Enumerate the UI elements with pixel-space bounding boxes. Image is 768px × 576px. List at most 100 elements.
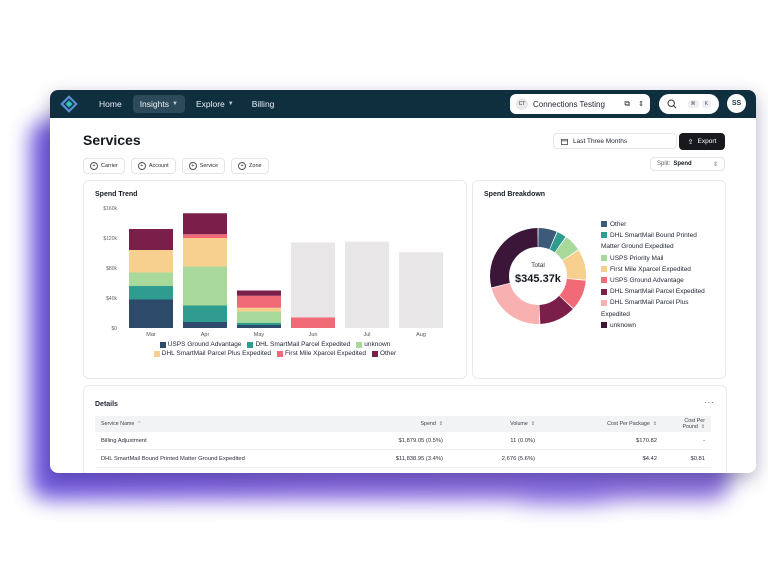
bar-segment-apr[interactable] — [183, 234, 227, 238]
bar-segment-mar[interactable] — [129, 286, 173, 300]
more-options-icon[interactable]: ··· — [704, 398, 715, 407]
column-header-cost-per-package[interactable]: Cost Per Package ⇕ — [541, 416, 663, 432]
nav-item-insights[interactable]: Insights ▼ — [132, 95, 185, 113]
y-tick-label: $120k — [103, 236, 117, 242]
bar-segment-apr[interactable] — [183, 305, 227, 323]
legend-item[interactable]: USPS Ground Advantage — [601, 275, 711, 286]
bar-segment-apr[interactable] — [183, 322, 227, 328]
bar-segment-may[interactable] — [237, 325, 281, 328]
connection-switcher[interactable]: CT Connections Testing ⧉ ⇕ — [510, 94, 650, 114]
legend-label: Other — [379, 350, 397, 357]
legend-label: DHL SmartMail Parcel Expedited — [610, 288, 705, 296]
column-header-volume[interactable]: Volume ⇕ — [449, 416, 541, 432]
export-button[interactable]: ⇪ Export — [679, 133, 725, 150]
x-tick-label: May — [254, 332, 265, 338]
chevron-down-icon: ▼ — [171, 101, 178, 107]
details-title: Details — [95, 401, 118, 408]
donut-slice[interactable] — [562, 250, 586, 280]
bar-segment-jul[interactable] — [345, 241, 389, 328]
legend-item[interactable]: DHL SmartMail Bound Printed Matter Groun… — [601, 230, 711, 252]
y-tick-label: $160k — [103, 206, 117, 212]
column-header-cost-per-pound[interactable]: Cost Per Pound ⇕ — [663, 416, 711, 432]
nav-item-billing[interactable]: Billing — [245, 95, 282, 113]
donut-slice[interactable] — [490, 228, 538, 288]
bar-segment-may[interactable] — [237, 290, 281, 296]
background-glow-accent — [520, 470, 610, 500]
table-cell: $11,838.95 (3.4%) — [337, 449, 449, 468]
filter-service-button[interactable]: + Service — [181, 158, 226, 174]
plus-circle-icon: + — [188, 162, 197, 170]
legend-item[interactable]: DHL SmartMail Parcel Expedited — [247, 341, 350, 348]
legend-item[interactable]: DHL SmartMail Parcel Plus Expedited — [153, 350, 271, 357]
bar-segment-apr[interactable] — [183, 213, 227, 235]
bar-segment-aug[interactable] — [399, 252, 443, 328]
bar-segment-may[interactable] — [237, 311, 281, 323]
spend-breakdown-donut: Total $345.37k — [490, 228, 586, 324]
table-row[interactable]: DHL SmartMail Bound Printed Matter Groun… — [95, 449, 711, 468]
bar-segment-jun[interactable] — [291, 317, 335, 329]
donut-slice[interactable] — [491, 283, 540, 324]
donut-total-label: Total — [531, 262, 545, 269]
nav-item-label: Explore — [195, 99, 225, 109]
legend-label: USPS Ground Advantage — [167, 341, 242, 348]
column-header-service-name[interactable]: Service Name ⌃ — [95, 416, 337, 432]
legend-item[interactable]: First Mile Xparcel Expedited — [601, 264, 711, 275]
donut-slice[interactable] — [555, 237, 579, 261]
donut-total-value: $345.37k — [515, 273, 562, 285]
bar-segment-mar[interactable] — [129, 250, 173, 273]
split-select[interactable]: Split: Spend ⇕ — [650, 157, 725, 171]
legend-item[interactable]: unknown — [601, 320, 711, 331]
nav-item-label: Insights — [139, 99, 169, 109]
bar-segment-mar[interactable] — [129, 272, 173, 287]
table-cell: Billing Adjustment — [95, 432, 337, 450]
donut-slice[interactable] — [539, 295, 573, 324]
table-row[interactable]: Billing Adjustment $1,879.05 (0.5%) 11 (0.… — [95, 432, 711, 450]
nav-item-label: Billing — [251, 99, 275, 109]
page-title: Services — [83, 132, 141, 148]
spend-trend-legend: USPS Ground Advantage DHL SmartMail Parce… — [94, 341, 456, 359]
legend-item[interactable]: USPS Priority Mail — [601, 253, 711, 264]
app-logo-icon[interactable] — [60, 95, 78, 113]
legend-item[interactable]: Other — [371, 350, 397, 357]
bar-segment-jun[interactable] — [291, 242, 335, 318]
top-navigation-bar: Home Insights ▼ Explore ▼ Billing CT Connecti… — [50, 90, 756, 118]
bar-segment-mar[interactable] — [129, 229, 173, 250]
nav-item-home[interactable]: Home — [92, 95, 129, 113]
plus-circle-icon: + — [137, 162, 146, 170]
user-avatar[interactable]: SS — [727, 94, 746, 113]
legend-swatch — [277, 350, 284, 357]
legend-item[interactable]: USPS Ground Advantage — [159, 341, 242, 348]
donut-slice[interactable] — [549, 232, 566, 253]
date-range-picker[interactable]: Last Three Months — [553, 133, 677, 149]
spend-breakdown-card: Spend Breakdown Total $345.37k Other DHL … — [472, 180, 726, 379]
donut-slice[interactable] — [538, 228, 557, 250]
bar-segment-apr[interactable] — [183, 266, 227, 306]
table-cell: - — [663, 432, 711, 450]
y-tick-label: $40k — [106, 296, 117, 302]
legend-item[interactable]: DHL SmartMail Parcel Plus Expedited — [601, 297, 711, 319]
search-button[interactable]: ⌘ K — [659, 94, 719, 114]
bar-segment-may[interactable] — [237, 322, 281, 325]
bar-segment-may[interactable] — [237, 307, 281, 312]
spend-trend-chart: $0 $40k $80k $120k $160k Mar Apr May Jun Jul Aug — [103, 206, 443, 338]
donut-slice[interactable] — [559, 278, 586, 309]
filter-zone-button[interactable]: + Zone — [231, 158, 269, 174]
copy-icon[interactable]: ⧉ — [624, 99, 631, 108]
app-window: Home Insights ▼ Explore ▼ Billing CT Connecti… — [50, 90, 756, 473]
legend-swatch — [159, 341, 166, 348]
bar-segment-apr[interactable] — [183, 238, 227, 267]
upload-icon: ⇪ — [687, 138, 694, 146]
legend-item[interactable]: unknown — [356, 341, 390, 348]
legend-item[interactable]: First Mile Xparcel Expedited — [277, 350, 366, 357]
main-nav: Home Insights ▼ Explore ▼ Billing — [92, 95, 285, 113]
column-header-spend[interactable]: Spend ⇕ — [337, 416, 449, 432]
legend-swatch — [356, 341, 363, 348]
filter-account-button[interactable]: + Account — [130, 158, 176, 174]
filter-carrier-button[interactable]: + Carrier — [83, 158, 125, 174]
legend-item[interactable]: Other — [601, 219, 711, 230]
bar-segment-may[interactable] — [237, 295, 281, 308]
legend-label: unknown — [364, 341, 391, 348]
bar-segment-mar[interactable] — [129, 299, 173, 329]
nav-item-explore[interactable]: Explore ▼ — [189, 95, 241, 113]
legend-item[interactable]: DHL SmartMail Parcel Expedited — [601, 286, 711, 297]
